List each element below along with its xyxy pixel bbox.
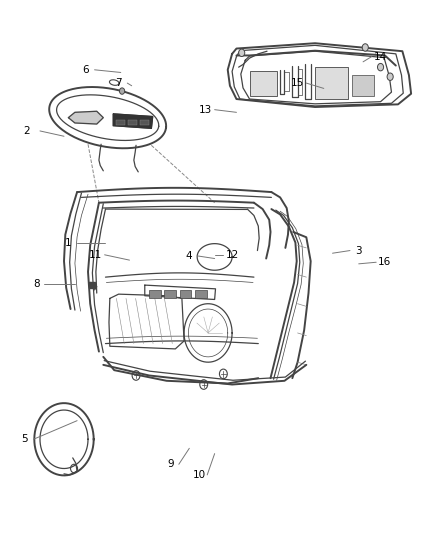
Bar <box>352 75 374 96</box>
Circle shape <box>362 44 368 51</box>
Text: 7: 7 <box>115 78 122 88</box>
Polygon shape <box>68 111 103 124</box>
Text: 2: 2 <box>24 126 30 136</box>
Bar <box>141 120 149 125</box>
Text: 9: 9 <box>168 459 174 469</box>
Text: 8: 8 <box>33 279 40 288</box>
Bar <box>180 290 191 298</box>
Bar <box>149 290 161 298</box>
Text: 11: 11 <box>89 250 102 260</box>
Text: 14: 14 <box>374 52 387 61</box>
Polygon shape <box>113 114 152 128</box>
Bar <box>195 290 207 298</box>
Text: 3: 3 <box>355 246 362 255</box>
Text: 13: 13 <box>199 104 212 115</box>
Bar <box>116 120 125 125</box>
Circle shape <box>239 49 245 56</box>
Bar <box>164 290 176 298</box>
Bar <box>251 71 277 96</box>
Text: 10: 10 <box>193 470 206 480</box>
Circle shape <box>378 63 384 71</box>
Text: 15: 15 <box>291 78 304 88</box>
Text: 4: 4 <box>185 251 192 261</box>
Circle shape <box>387 73 393 80</box>
Text: 16: 16 <box>378 257 392 267</box>
Bar <box>128 120 137 125</box>
Text: 12: 12 <box>226 250 239 260</box>
Text: 5: 5 <box>21 434 28 445</box>
Circle shape <box>120 88 125 94</box>
Text: 1: 1 <box>65 238 72 247</box>
Bar <box>315 67 348 99</box>
Text: 6: 6 <box>82 65 89 75</box>
